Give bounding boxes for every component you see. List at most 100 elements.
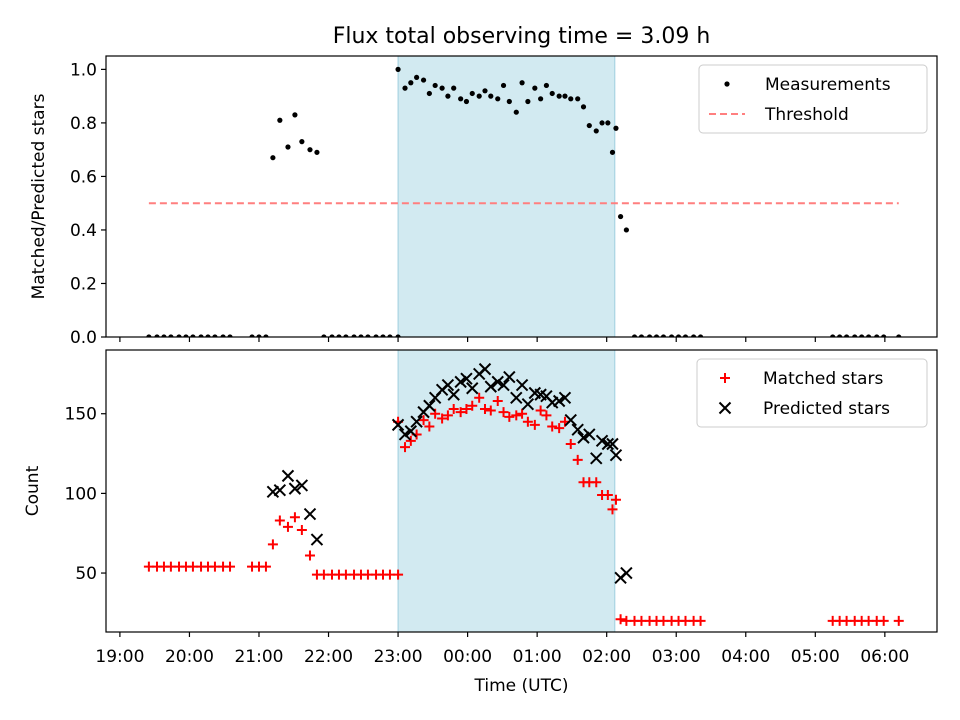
legend-marker-plus xyxy=(720,373,730,383)
measurements-point xyxy=(426,90,432,97)
matched-stars-marker xyxy=(448,403,459,414)
y-tick-label: 0.0 xyxy=(70,328,97,348)
matched-stars-marker xyxy=(492,395,503,406)
x-tick-label: 01:00 xyxy=(513,647,562,667)
measurements-point xyxy=(205,334,211,337)
measurements-point xyxy=(631,334,638,337)
measurements-point xyxy=(549,90,555,97)
predicted-stars-marker xyxy=(571,423,584,436)
measurements-point xyxy=(176,334,182,337)
matched-stars-marker xyxy=(267,539,278,550)
measurements-point xyxy=(451,85,457,91)
y-tick-label: 100 xyxy=(65,484,97,504)
measurements-point xyxy=(432,82,438,89)
measurements-point xyxy=(476,93,482,99)
predicted-stars-marker xyxy=(441,378,455,392)
legend-label: Measurements xyxy=(765,75,891,95)
measurements-point xyxy=(395,66,401,72)
x-axis-label: Time (UTC) xyxy=(474,676,569,696)
measurements-point xyxy=(365,334,371,337)
matched-stars-marker xyxy=(893,615,904,626)
x-tick-label: 02:00 xyxy=(582,647,631,667)
predicted-stars-marker xyxy=(454,375,467,389)
measurements-point xyxy=(646,334,653,337)
measurements-point xyxy=(408,80,414,86)
x-tick-label: 22:00 xyxy=(304,647,353,667)
axes-frame xyxy=(105,349,938,633)
measurements-point xyxy=(609,149,616,155)
y-tick-label: 0.4 xyxy=(70,221,97,241)
matched-stars-marker xyxy=(400,442,411,453)
measurements-point xyxy=(580,104,587,110)
measurements-point xyxy=(220,334,226,337)
predicted-stars-marker xyxy=(620,566,633,580)
measurements-point xyxy=(562,93,568,99)
predicted-stars-marker xyxy=(552,394,566,408)
matched-stars-marker xyxy=(225,561,236,572)
matched-stars-marker xyxy=(296,525,307,536)
measurements-point xyxy=(896,334,902,337)
predicted-stars-marker xyxy=(510,391,523,405)
predicted-stars-marker xyxy=(491,375,504,389)
measurements-point xyxy=(586,122,592,129)
predicted-stars-marker xyxy=(521,397,535,411)
measurements-point xyxy=(387,334,393,337)
plot-area xyxy=(143,362,904,626)
measurements-point xyxy=(575,96,581,102)
measurements-point xyxy=(351,334,357,337)
measurements-point xyxy=(445,93,451,99)
measurements-point xyxy=(277,117,283,123)
predicted-stars-marker xyxy=(295,479,309,492)
measurements-point xyxy=(314,149,320,155)
legend-box xyxy=(696,358,928,428)
predicted-stars-marker xyxy=(478,362,492,376)
predicted-stars-marker xyxy=(288,482,302,495)
matched-stars-marker xyxy=(541,410,552,421)
measurements-point xyxy=(653,334,660,337)
predicted-stars-marker xyxy=(484,380,497,393)
matched-stars-marker xyxy=(878,615,889,626)
y-axis-label: Matched/Predicted stars xyxy=(29,93,49,299)
measurements-point xyxy=(146,334,152,337)
y-tick-label: 1.0 xyxy=(70,60,97,80)
matched-stars-marker xyxy=(479,403,490,414)
measurements-point xyxy=(336,334,342,337)
predicted-stars-marker xyxy=(595,434,609,448)
measurements-point xyxy=(691,334,697,337)
measurements-point xyxy=(190,334,196,337)
predicted-stars-marker xyxy=(410,415,423,428)
predicted-stars-marker xyxy=(398,428,412,441)
x-tick-label: 05:00 xyxy=(791,647,840,667)
measurements-point xyxy=(395,334,401,337)
figure-title: Flux total observing time = 3.09 h xyxy=(333,24,711,49)
measurements-point xyxy=(682,334,689,337)
matched-stars-marker xyxy=(572,454,583,465)
measurements-point xyxy=(299,139,305,145)
predicted-stars-marker xyxy=(601,437,615,451)
measurements-point xyxy=(482,88,488,94)
predicted-stars-marker xyxy=(583,428,596,441)
measurements-point xyxy=(543,82,550,89)
measurements-point xyxy=(843,334,850,337)
y-axis-label: Count xyxy=(23,465,43,516)
predicted-stars-marker xyxy=(423,399,436,412)
predicted-stars-marker xyxy=(606,437,619,451)
measurements-point xyxy=(556,93,562,99)
matched-stars-marker xyxy=(517,408,528,419)
y-tick-label: 0.6 xyxy=(70,167,97,187)
legend-marker-dot xyxy=(724,81,730,87)
measurements-point xyxy=(675,334,682,337)
x-tick-label: 23:00 xyxy=(374,647,423,667)
matched-stars-marker xyxy=(467,400,478,411)
matched-stars-marker xyxy=(498,407,509,418)
measurements-point xyxy=(538,96,544,102)
predicted-stars-marker xyxy=(273,483,287,497)
matched-stars-marker xyxy=(565,439,576,449)
measurements-point xyxy=(623,227,629,233)
matched-stars-marker xyxy=(554,423,565,434)
measurements-point xyxy=(321,334,327,337)
measurements-point xyxy=(463,98,470,105)
predicted-stars-marker xyxy=(391,418,405,432)
predicted-stars-marker xyxy=(497,378,510,392)
y-tick-label: 0.2 xyxy=(70,274,97,294)
